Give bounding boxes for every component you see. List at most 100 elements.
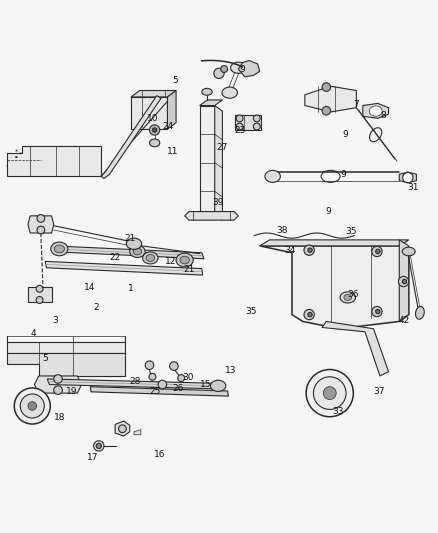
Circle shape	[236, 115, 243, 122]
Circle shape	[94, 441, 104, 451]
Text: *: *	[15, 149, 18, 155]
Text: 9: 9	[325, 207, 331, 216]
Polygon shape	[167, 91, 176, 129]
Text: 19: 19	[67, 387, 78, 397]
Text: 34: 34	[284, 246, 296, 255]
Ellipse shape	[133, 248, 142, 255]
Polygon shape	[399, 240, 409, 321]
Circle shape	[178, 375, 185, 382]
Text: 27: 27	[217, 143, 228, 152]
Circle shape	[37, 215, 45, 222]
Circle shape	[28, 402, 36, 410]
Circle shape	[253, 123, 260, 130]
Polygon shape	[54, 246, 204, 259]
Polygon shape	[28, 216, 54, 233]
Ellipse shape	[230, 62, 246, 74]
Ellipse shape	[222, 87, 237, 98]
Circle shape	[304, 310, 314, 320]
Text: *: *	[19, 152, 22, 157]
Circle shape	[20, 394, 44, 418]
Text: 9: 9	[343, 130, 349, 139]
Ellipse shape	[180, 256, 189, 264]
Text: 42: 42	[399, 316, 410, 325]
Circle shape	[403, 173, 413, 183]
Polygon shape	[215, 106, 223, 221]
Circle shape	[376, 310, 380, 314]
Text: 18: 18	[53, 413, 65, 422]
Polygon shape	[399, 172, 417, 183]
Text: 1: 1	[128, 284, 134, 293]
Circle shape	[322, 107, 331, 115]
Text: 11: 11	[167, 147, 178, 156]
Ellipse shape	[143, 252, 158, 264]
Circle shape	[221, 66, 228, 72]
Polygon shape	[363, 103, 389, 118]
Circle shape	[145, 361, 154, 369]
Circle shape	[149, 125, 160, 135]
Circle shape	[372, 306, 382, 317]
Polygon shape	[185, 212, 238, 220]
Ellipse shape	[51, 242, 68, 256]
Ellipse shape	[265, 171, 280, 182]
Polygon shape	[28, 287, 52, 302]
Text: 26: 26	[173, 384, 184, 393]
Ellipse shape	[146, 254, 155, 261]
Text: 23: 23	[234, 125, 245, 134]
Text: 9: 9	[240, 66, 245, 75]
Text: 21: 21	[183, 265, 194, 274]
Circle shape	[314, 377, 346, 409]
Circle shape	[37, 226, 45, 234]
Polygon shape	[235, 116, 261, 130]
Polygon shape	[7, 342, 124, 353]
Circle shape	[308, 248, 312, 252]
Text: 39: 39	[212, 198, 224, 207]
Circle shape	[402, 279, 406, 284]
Ellipse shape	[416, 306, 424, 319]
Text: 33: 33	[332, 407, 344, 416]
Text: ▪: ▪	[15, 154, 18, 158]
Polygon shape	[131, 97, 167, 129]
Polygon shape	[305, 86, 357, 112]
Circle shape	[253, 115, 260, 122]
Ellipse shape	[210, 380, 226, 391]
Text: 15: 15	[200, 380, 211, 389]
Circle shape	[170, 362, 178, 370]
Polygon shape	[47, 379, 217, 389]
Circle shape	[119, 425, 126, 433]
Ellipse shape	[126, 238, 142, 249]
Text: 25: 25	[150, 387, 161, 397]
Text: 12: 12	[165, 257, 177, 266]
Text: 5: 5	[42, 354, 48, 364]
Circle shape	[376, 249, 380, 254]
Circle shape	[399, 277, 409, 287]
Ellipse shape	[402, 247, 415, 256]
Text: 24: 24	[162, 123, 173, 132]
Ellipse shape	[369, 106, 382, 116]
Text: 17: 17	[87, 453, 98, 462]
Text: 35: 35	[245, 307, 257, 316]
Text: 38: 38	[277, 225, 288, 235]
Polygon shape	[35, 376, 81, 393]
Polygon shape	[200, 106, 215, 215]
Ellipse shape	[54, 245, 64, 253]
Circle shape	[308, 312, 312, 317]
Ellipse shape	[149, 139, 160, 147]
Text: 9: 9	[341, 169, 346, 179]
Circle shape	[158, 380, 166, 389]
Polygon shape	[200, 100, 223, 106]
Text: 22: 22	[110, 253, 121, 262]
Text: 35: 35	[346, 227, 357, 236]
Polygon shape	[131, 91, 176, 97]
Circle shape	[323, 386, 336, 400]
Circle shape	[372, 246, 382, 256]
Ellipse shape	[176, 253, 193, 267]
Polygon shape	[260, 246, 409, 329]
Text: 8: 8	[380, 111, 386, 120]
Circle shape	[54, 386, 62, 394]
Text: 21: 21	[124, 234, 135, 243]
Text: 5: 5	[172, 76, 178, 85]
Ellipse shape	[340, 292, 356, 303]
Circle shape	[236, 123, 243, 130]
Circle shape	[14, 388, 50, 424]
Text: 2: 2	[94, 303, 99, 312]
